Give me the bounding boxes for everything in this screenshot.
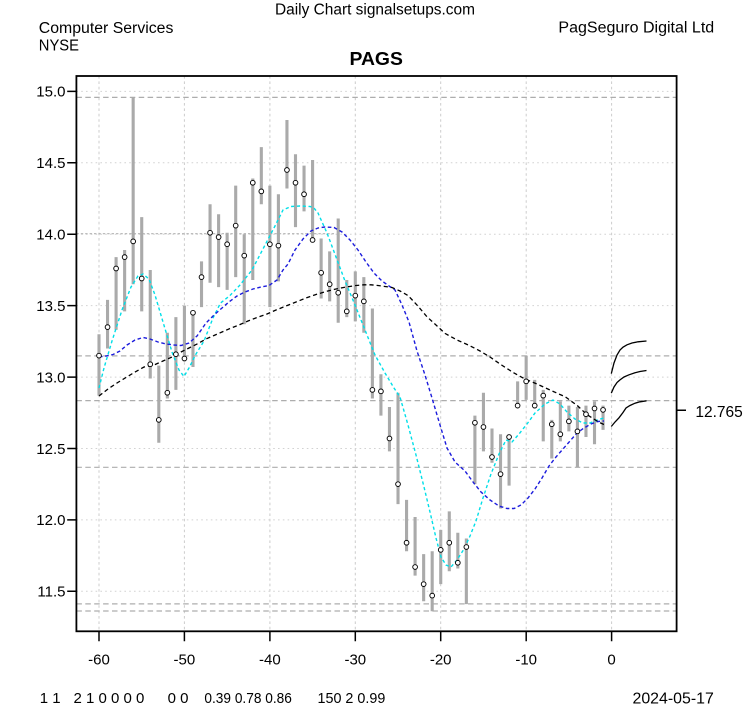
svg-text:0 0: 0 0 (168, 690, 189, 707)
svg-text:NYSE: NYSE (39, 38, 79, 55)
svg-text:Computer Services: Computer Services (39, 20, 174, 37)
svg-text:12.5: 12.5 (36, 441, 65, 458)
svg-text:12.765: 12.765 (695, 404, 742, 421)
svg-text:150 2 0.99: 150 2 0.99 (318, 690, 386, 707)
svg-text:15.0: 15.0 (36, 84, 65, 101)
svg-text:2024-05-17: 2024-05-17 (633, 690, 714, 707)
svg-text:PagSeguro Digital Ltd: PagSeguro Digital Ltd (558, 20, 714, 37)
svg-text:0: 0 (607, 652, 615, 669)
svg-text:-10: -10 (515, 652, 537, 669)
svg-text:13.5: 13.5 (36, 298, 65, 315)
svg-text:2 1 0 0 0 0: 2 1 0 0 0 0 (74, 690, 145, 707)
svg-text:-50: -50 (174, 652, 196, 669)
svg-text:-60: -60 (88, 652, 110, 669)
svg-text:-20: -20 (430, 652, 452, 669)
svg-text:0.39 0.78 0.86: 0.39 0.78 0.86 (204, 690, 292, 707)
svg-text:-40: -40 (259, 652, 281, 669)
svg-text:13.0: 13.0 (36, 369, 65, 386)
svg-text:14.5: 14.5 (36, 155, 65, 172)
svg-text:1 1: 1 1 (40, 690, 61, 707)
svg-text:14.0: 14.0 (36, 227, 65, 244)
svg-text:-30: -30 (344, 652, 366, 669)
svg-text:PAGS: PAGS (350, 49, 403, 69)
svg-text:12.0: 12.0 (36, 512, 65, 529)
svg-text:11.5: 11.5 (37, 584, 65, 601)
svg-text:Daily Chart signalsetups.com: Daily Chart signalsetups.com (275, 2, 475, 19)
